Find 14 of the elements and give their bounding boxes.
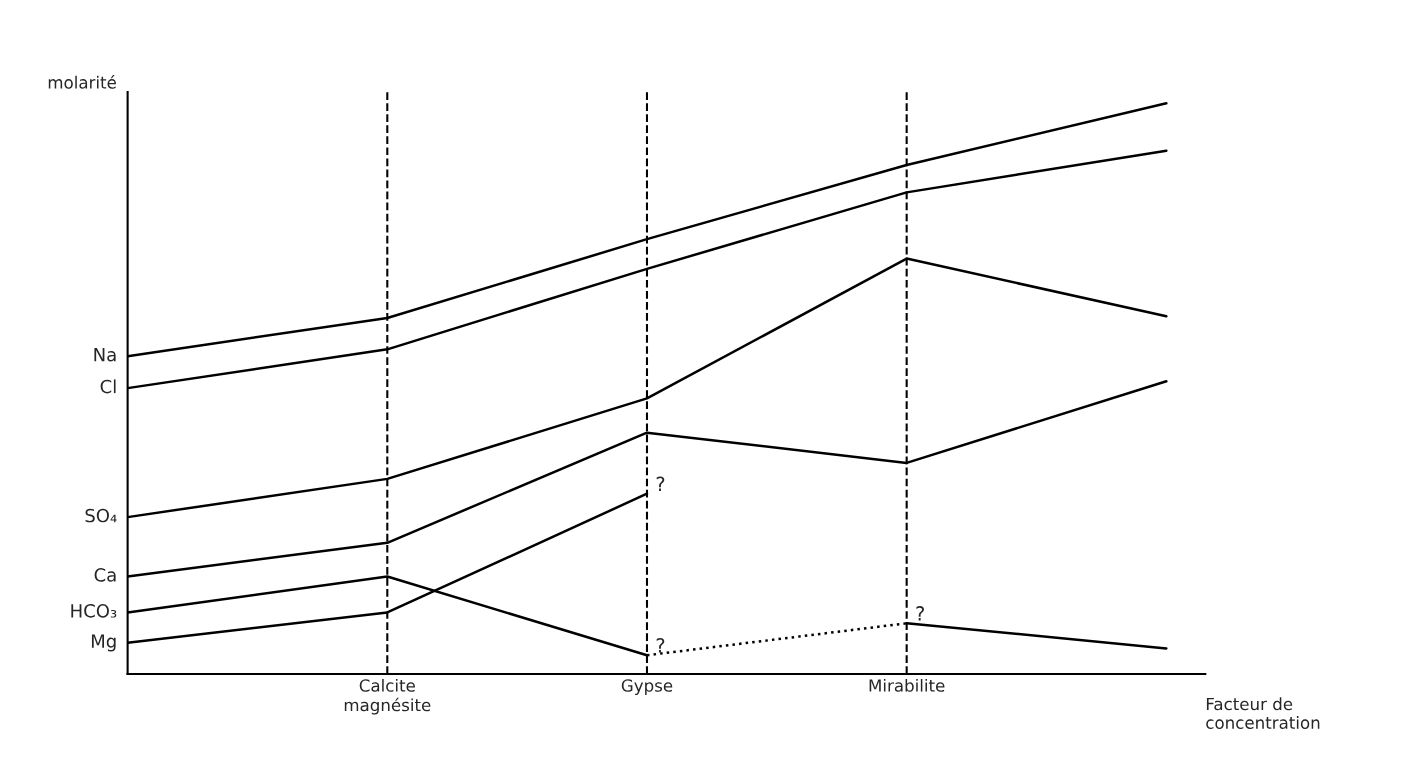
y-axis-title: molarité <box>48 75 116 89</box>
series-label: Ca <box>94 568 116 582</box>
annotation: ? <box>656 638 665 653</box>
annotation: ? <box>916 606 924 621</box>
series-label: SO₄ <box>85 508 117 523</box>
x-axis-title: Facteur de concentration <box>1206 697 1320 729</box>
annotation: ? <box>656 476 665 491</box>
x-tick-label: Gypse <box>621 679 673 696</box>
x-tick-label: Mirabilite <box>869 678 945 692</box>
x-tick-label: Calcite magnésite <box>344 678 431 715</box>
series-label: Mg <box>91 634 116 652</box>
series-label: Na <box>94 347 116 362</box>
series-label: HCO₃ <box>71 604 117 618</box>
series-label: Cl <box>100 379 116 394</box>
